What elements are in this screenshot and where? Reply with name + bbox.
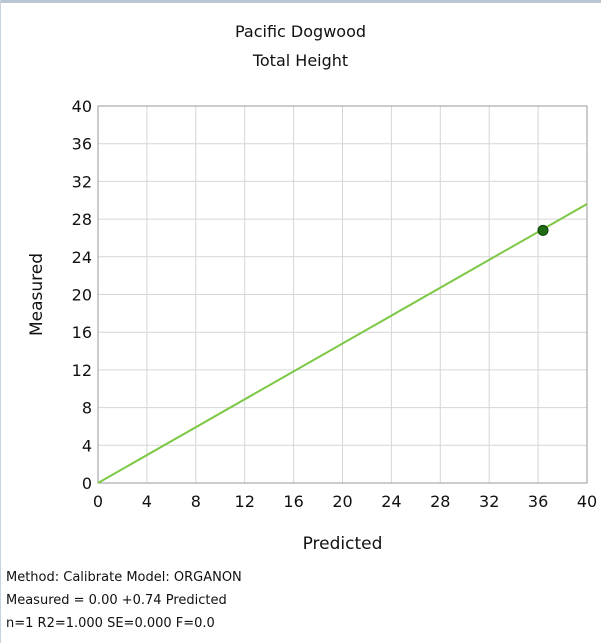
method-model-text: Method: Calibrate Model: ORGANON <box>6 570 242 585</box>
x-tick-label: 40 <box>577 492 597 511</box>
x-tick-label: 28 <box>430 492 450 511</box>
x-tick-label: 4 <box>142 492 152 511</box>
plot-frame <box>97 105 588 484</box>
regression-equation-text: Measured = 0.00 +0.74 Predicted <box>6 593 227 608</box>
y-tick-label: 0 <box>82 474 92 493</box>
chart-subtitle: Total Height <box>252 51 349 70</box>
window-left-border <box>0 0 1 643</box>
data-point <box>537 224 549 236</box>
regression-line <box>97 203 588 484</box>
y-tick-labels: 0 4 8 12 16 20 24 28 32 36 40 <box>72 97 92 493</box>
x-tick-label: 20 <box>332 492 352 511</box>
y-axis-label: Measured <box>27 253 47 336</box>
y-tick-label: 16 <box>72 323 92 342</box>
x-tick-label: 24 <box>381 492 401 511</box>
y-tick-label: 4 <box>82 436 92 455</box>
y-tick-label: 20 <box>72 286 92 305</box>
x-tick-labels: 0 4 8 12 16 20 24 28 32 36 40 <box>93 492 597 511</box>
y-tick-label: 28 <box>72 210 92 229</box>
statistics-text: n=1 R2=1.000 SE=0.000 F=0.0 <box>6 616 215 631</box>
x-tick-label: 36 <box>528 492 548 511</box>
y-tick-label: 12 <box>72 361 92 380</box>
y-tick-label: 8 <box>82 399 92 418</box>
x-tick-label: 8 <box>191 492 201 511</box>
y-tick-label: 24 <box>72 248 92 267</box>
window-top-border <box>0 0 601 3</box>
x-tick-label: 32 <box>479 492 499 511</box>
x-axis-label: Predicted <box>303 534 383 554</box>
data-points <box>537 224 549 236</box>
x-tick-label: 16 <box>283 492 303 511</box>
grid-lines <box>97 105 588 484</box>
x-tick-label: 0 <box>93 492 103 511</box>
chart-title: Pacific Dogwood <box>234 22 367 41</box>
x-tick-label: 12 <box>235 492 255 511</box>
y-tick-label: 32 <box>72 172 92 191</box>
y-tick-label: 36 <box>72 135 92 154</box>
y-tick-label: 40 <box>72 97 92 116</box>
